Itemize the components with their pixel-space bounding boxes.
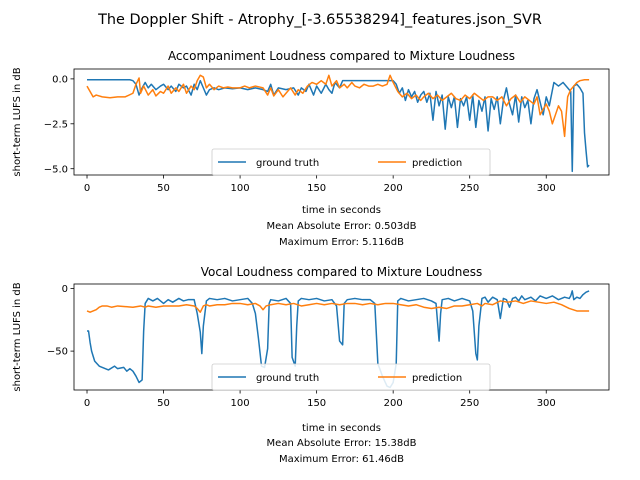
y-axis-label: short-term LUFS in dB xyxy=(12,67,23,176)
y-tick-label: −2.5 xyxy=(44,119,68,130)
vocal-chart: Vocal Loudness compared to Mixture Loudn… xyxy=(12,265,610,465)
legend-box xyxy=(211,148,491,176)
legend-label-ground-truth: ground truth xyxy=(256,373,319,384)
legend-label-prediction: prediction xyxy=(412,158,462,169)
legend: ground truth prediction xyxy=(211,148,491,176)
x-tick-label: 300 xyxy=(537,398,556,409)
legend-box xyxy=(211,363,491,391)
legend-label-ground-truth: ground truth xyxy=(256,158,319,169)
accompaniment-chart: Accompaniment Loudness compared to Mixtu… xyxy=(12,49,610,248)
series-line-prediction xyxy=(86,300,590,313)
y-tick-label: −5.0 xyxy=(44,164,68,175)
legend-label-prediction: prediction xyxy=(412,373,462,384)
maximum-error: Maximum Error: 61.46dB xyxy=(279,454,404,465)
x-tick-label: 100 xyxy=(231,398,250,409)
x-tick-label: 250 xyxy=(460,398,479,409)
chart-title: Accompaniment Loudness compared to Mixtu… xyxy=(168,49,515,63)
chart-title: Vocal Loudness compared to Mixture Loudn… xyxy=(201,265,483,279)
x-tick-label: 50 xyxy=(157,398,170,409)
x-tick-label: 0 xyxy=(84,183,90,194)
x-tick-label: 100 xyxy=(231,183,250,194)
y-tick-label: 0.0 xyxy=(52,74,68,85)
series-line-prediction xyxy=(86,74,590,138)
mean-absolute-error: Mean Absolute Error: 15.38dB xyxy=(267,438,417,449)
x-tick-label: 200 xyxy=(384,398,403,409)
y-tick-label: 0 xyxy=(62,284,68,295)
x-tick-label: 250 xyxy=(460,183,479,194)
legend: ground truth prediction xyxy=(211,363,491,391)
mean-absolute-error: Mean Absolute Error: 0.503dB xyxy=(267,221,417,232)
x-tick-label: 50 xyxy=(157,183,170,194)
maximum-error: Maximum Error: 5.116dB xyxy=(279,237,404,248)
x-axis-label: time in seconds xyxy=(302,205,381,216)
x-tick-label: 150 xyxy=(307,398,326,409)
x-tick-label: 200 xyxy=(384,183,403,194)
x-axis-label: time in seconds xyxy=(302,423,381,434)
y-tick-label: −50 xyxy=(47,347,68,358)
x-tick-label: 150 xyxy=(307,183,326,194)
figure-suptitle: The Doppler Shift - Atrophy_[-3.65538294… xyxy=(97,12,542,28)
x-tick-label: 0 xyxy=(84,398,90,409)
y-axis-label: short-term LUFS in dB xyxy=(12,282,23,391)
x-tick-label: 300 xyxy=(537,183,556,194)
